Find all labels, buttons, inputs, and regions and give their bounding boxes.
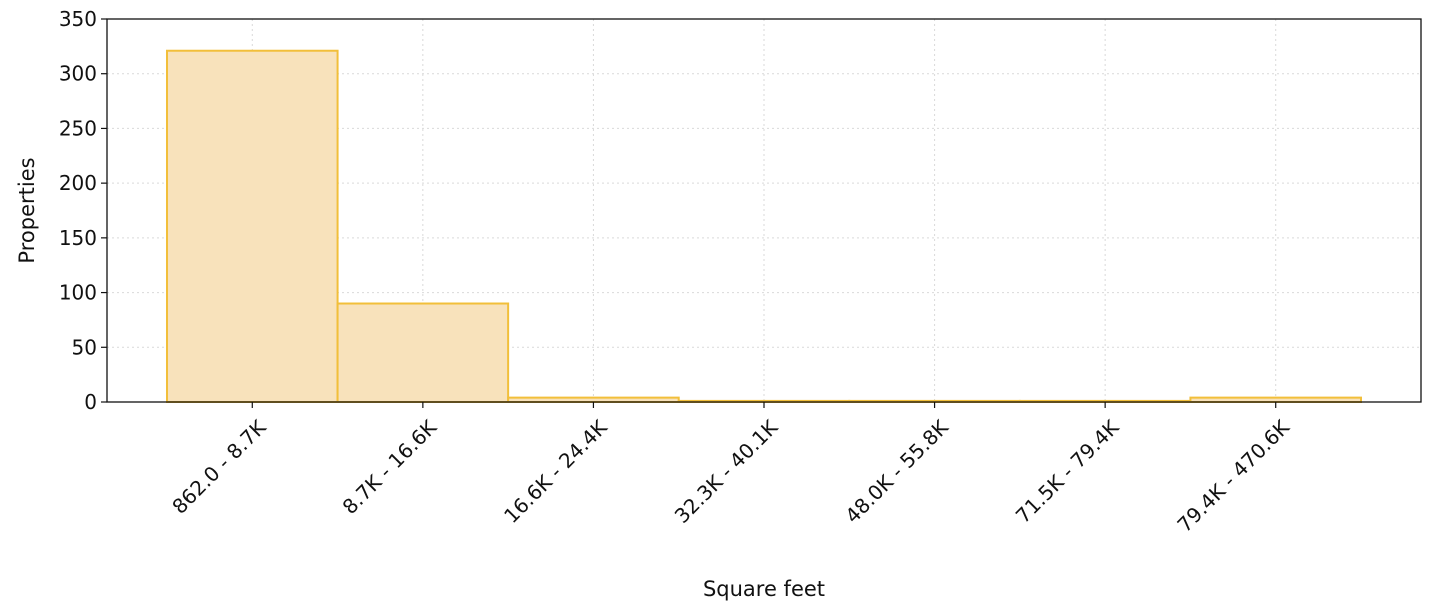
x-tick-label: 862.0 - 8.7K xyxy=(167,415,271,519)
x-tick-label: 48.0K - 55.8K xyxy=(840,415,953,528)
histogram-bar xyxy=(1189,396,1363,404)
y-tick-label: 350 xyxy=(59,7,97,31)
y-tick-label: 100 xyxy=(59,281,97,305)
x-axis-title: Square feet xyxy=(703,577,825,601)
x-tick-label: 8.7K - 16.6K xyxy=(338,415,442,519)
y-tick-label: 150 xyxy=(59,226,97,250)
histogram-bar xyxy=(507,396,680,404)
x-tick-label: 71.5K - 79.4K xyxy=(1011,415,1124,528)
y-axis-title: Properties xyxy=(15,157,39,263)
x-tick-label: 16.6K - 24.4K xyxy=(499,415,612,528)
y-tick-label: 200 xyxy=(59,171,97,195)
x-tick-label: 79.4K - 470.6K xyxy=(1172,415,1294,537)
histogram-bar xyxy=(336,302,510,403)
y-tick-label: 250 xyxy=(59,116,97,140)
y-tick-label: 0 xyxy=(84,390,97,414)
histogram-bar xyxy=(166,49,339,404)
y-tick-label: 50 xyxy=(72,335,97,359)
x-tick-label: 32.3K - 40.1K xyxy=(670,415,783,528)
y-tick-label: 300 xyxy=(59,62,97,86)
